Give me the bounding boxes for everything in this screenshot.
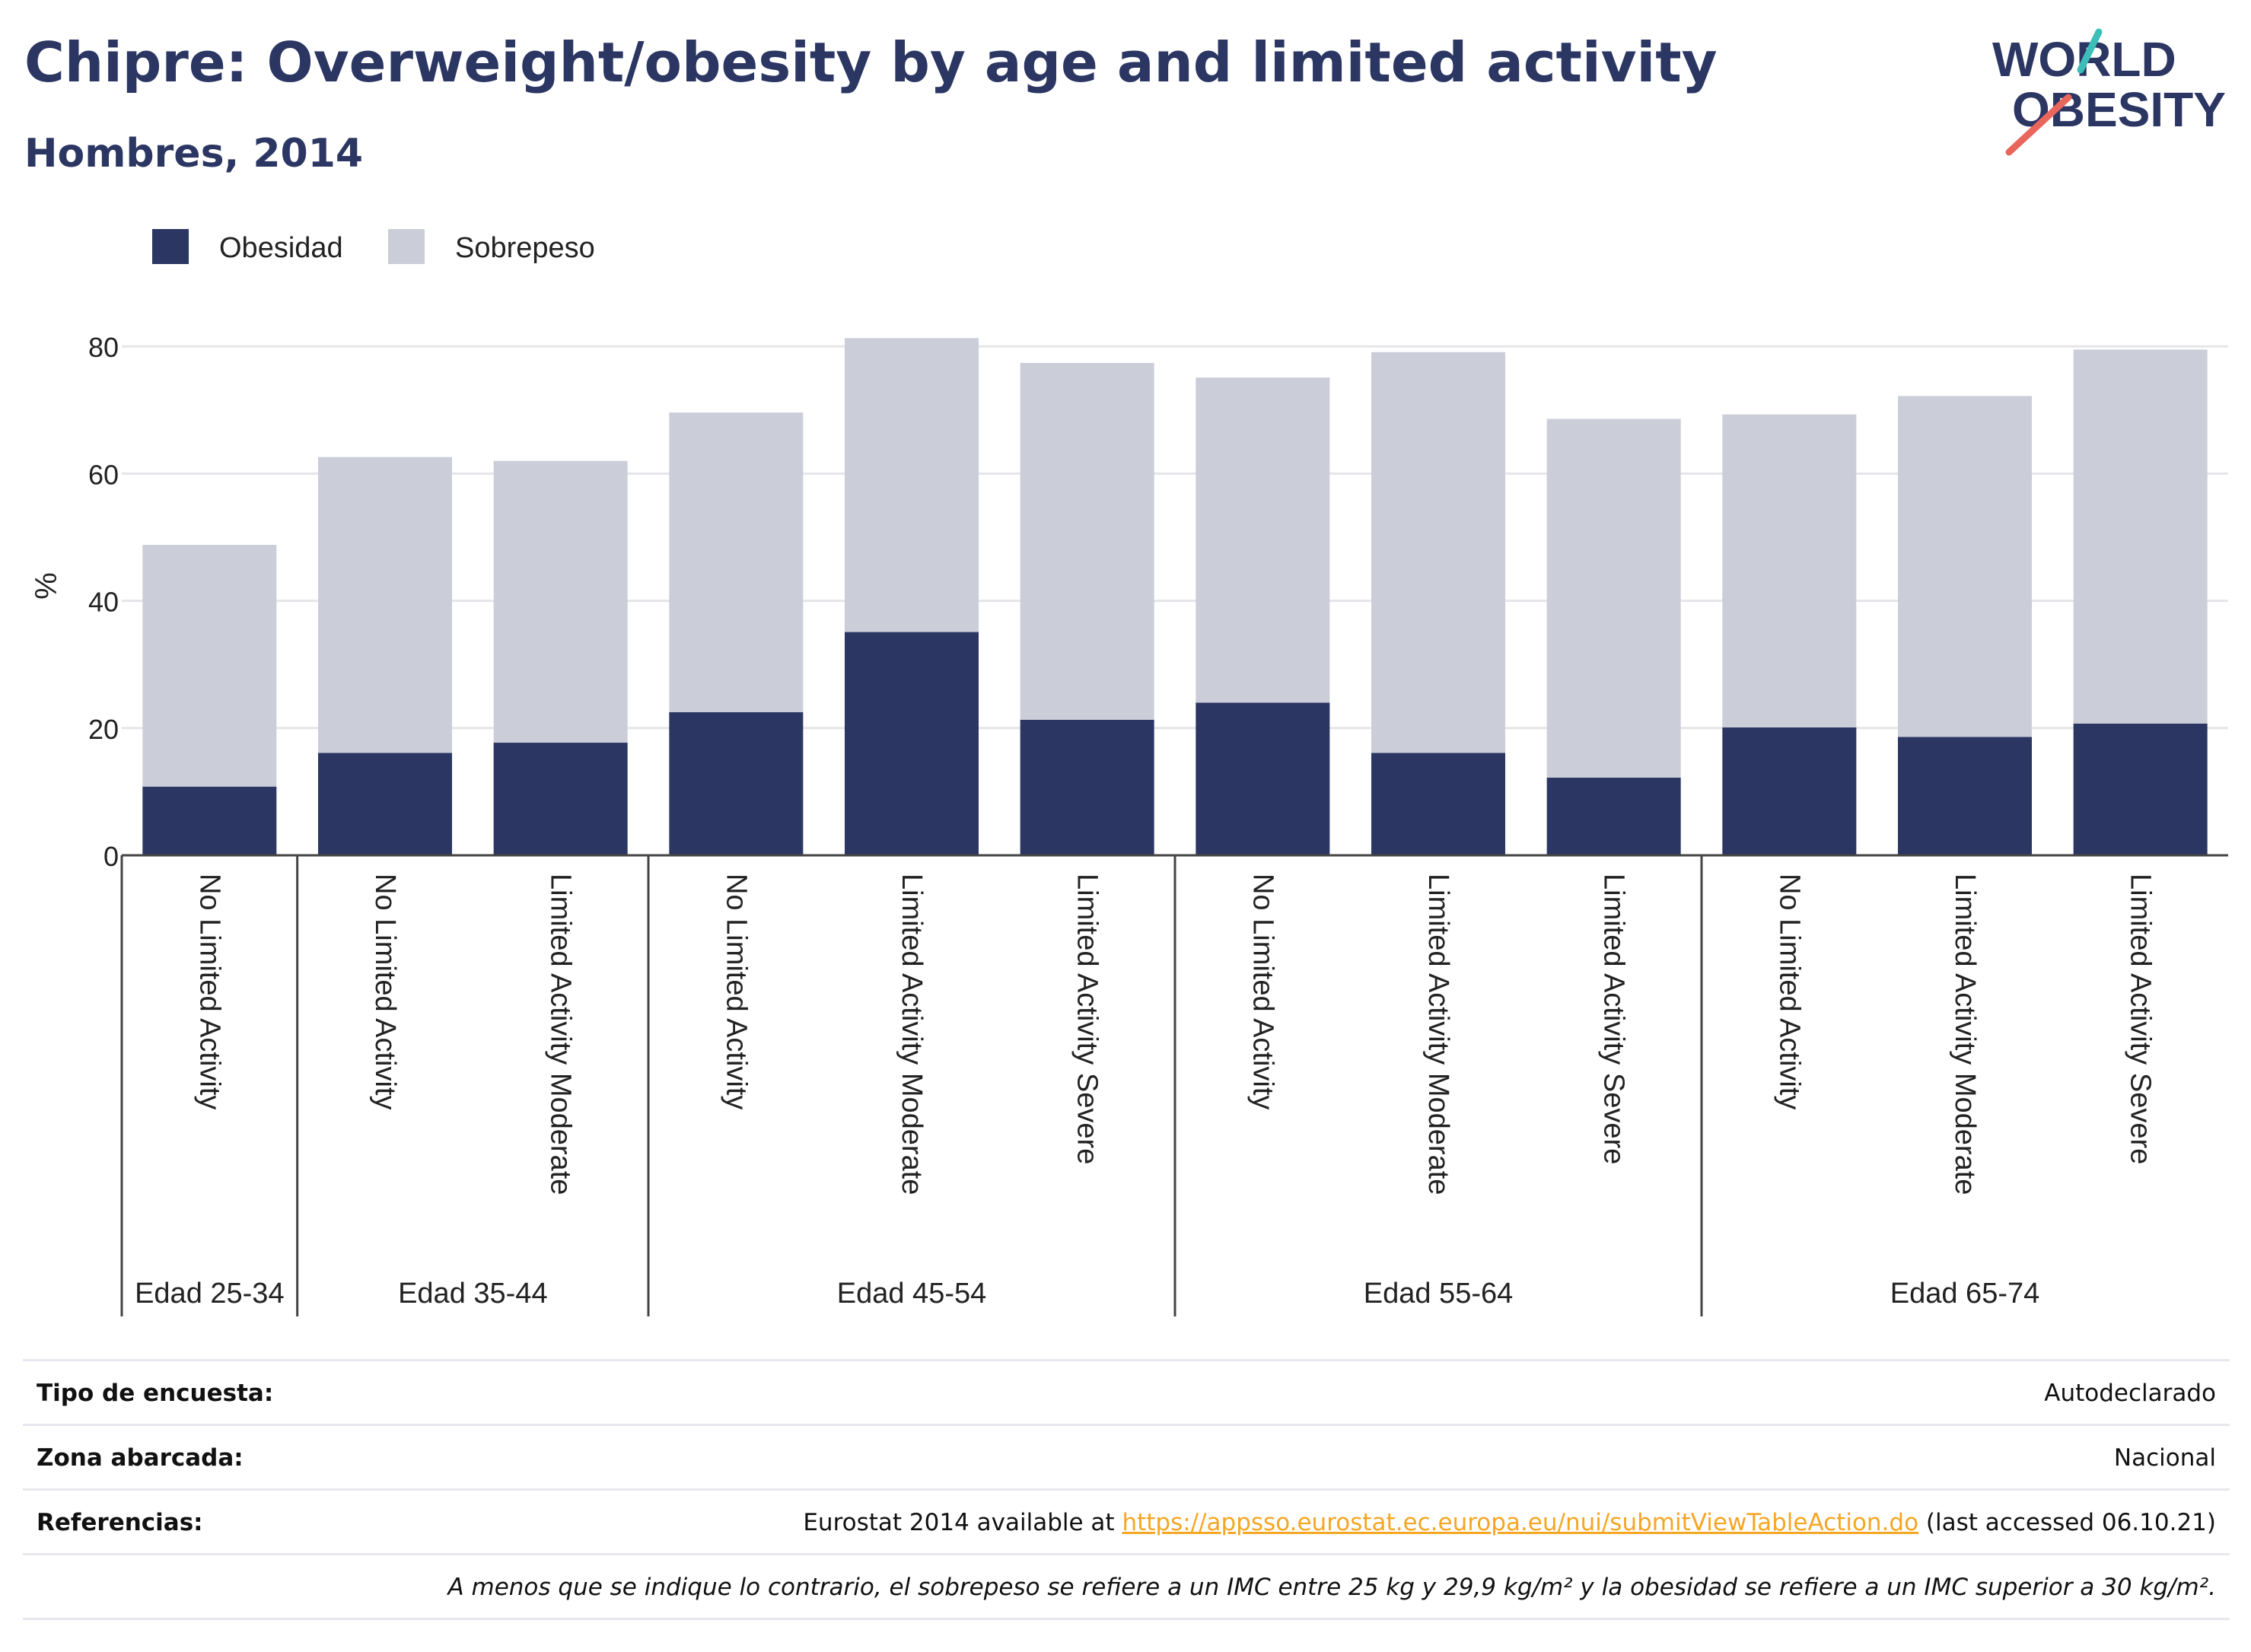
group-label: Edad 65-74 [1890,1278,2040,1310]
bar-sobrepeso [142,545,277,787]
bar-obesidad [493,743,628,855]
x-tick-label: No Limited Activity [369,874,401,1109]
bar-obesidad [1898,737,2032,855]
bar-sobrepeso [318,457,452,753]
bar-obesidad [1020,719,1154,855]
bar-sobrepeso [2073,349,2208,724]
y-tick-label: 80 [88,332,119,363]
world-obesity-logo: WORLD OBESITY [1992,28,2226,156]
info-table: Tipo de encuesta: Autodeclarado Zona aba… [23,1359,2230,1620]
legend-swatch-obesidad [152,229,189,264]
x-axis: No Limited Activity No Limited Activity Li… [120,854,2228,1316]
survey-type-label: Tipo de encuesta: [37,1380,274,1407]
references-value: Eurostat 2014 available at https://appss… [803,1509,2216,1536]
x-tick-label: No Limited Activity [720,874,752,1109]
bars [142,338,2208,855]
bar-sobrepeso [845,338,979,632]
group-label: Edad 45-54 [837,1278,987,1310]
y-axis-title: % [30,572,63,600]
x-tick-label: Limited Activity Severe [1071,874,1103,1164]
legend-label-obesidad: Obesidad [219,232,343,264]
bar-obesidad [845,632,979,855]
references-prefix: Eurostat 2014 available at [803,1509,1122,1536]
x-tick-label: Limited Activity Severe [2125,874,2157,1164]
bar-sobrepeso [1898,396,2032,737]
group-label: Edad 25-34 [135,1278,285,1310]
area-value: Nacional [2113,1444,2216,1472]
bar-obesidad [318,753,452,855]
references-label: Referencias: [37,1509,203,1536]
x-tick-label: Limited Activity Moderate [896,874,928,1195]
info-row-footnote: A menos que se indique lo contrario, el … [23,1553,2230,1620]
y-tick-label: 0 [103,841,119,872]
bar-obesidad [1546,778,1681,855]
logo-slash-teal [2077,28,2103,74]
references-suffix: (last accessed 06.10.21) [1918,1509,2216,1536]
bar-sobrepeso [1020,362,1154,720]
bar-obesidad [1371,753,1505,855]
references-link[interactable]: https://appsso.eurostat.ec.europa.eu/nui… [1122,1509,1919,1536]
bar-obesidad [1196,702,1330,855]
chart-title: Chipre: Overweight/obesity by age and li… [24,30,1718,94]
bar-sobrepeso [669,412,804,712]
y-tick-label: 60 [88,459,119,490]
info-row-references: Referencias: Eurostat 2014 available at … [23,1488,2230,1553]
logo-slash-red [2005,94,2072,156]
info-row-survey-type: Tipo de encuesta: Autodeclarado [23,1359,2230,1424]
grid-lines [122,345,2228,730]
x-tick-label: No Limited Activity [1246,874,1278,1109]
bar-sobrepeso [1546,419,1681,778]
bar-obesidad [1722,727,1857,855]
x-tick-label: Limited Activity Severe [1598,874,1630,1164]
area-label: Zona abarcada: [37,1444,244,1472]
bar-obesidad [142,786,277,855]
bar-sobrepeso [1371,352,1505,753]
y-axis: 0 20 40 60 80% [30,332,119,872]
bar-obesidad [669,711,804,855]
chart-legend: Obesidad Sobrepeso [152,229,595,264]
bar-sobrepeso [1196,377,1330,703]
bar-sobrepeso [1722,414,1857,727]
x-tick-label: No Limited Activity [193,874,225,1109]
y-tick-label: 20 [88,714,119,745]
x-tick-label: Limited Activity Moderate [1949,874,1981,1195]
logo-line-2: OBESITY [2012,82,2226,137]
group-label: Edad 55-64 [1364,1278,1514,1310]
bar-obesidad [2073,723,2208,855]
y-tick-label: 40 [88,587,119,618]
legend-label-sobrepeso: Sobrepeso [455,232,595,264]
legend-swatch-sobrepeso [388,229,425,264]
info-row-area: Zona abarcada: Nacional [23,1424,2230,1488]
chart-subtitle: Hombres, 2014 [24,131,364,177]
x-tick-label: No Limited Activity [1773,874,1805,1109]
x-tick-label: Limited Activity Moderate [545,874,577,1195]
bar-chart: Obesidad Sobrepeso 0 20 40 60 80% No Limited … [30,229,2228,1316]
x-tick-label: Limited Activity Moderate [1422,874,1454,1195]
bar-sobrepeso [493,460,628,743]
group-label: Edad 35-44 [398,1278,548,1310]
footnote: A menos que se indique lo contrario, el … [447,1574,2216,1601]
survey-type-value: Autodeclarado [2044,1380,2216,1407]
